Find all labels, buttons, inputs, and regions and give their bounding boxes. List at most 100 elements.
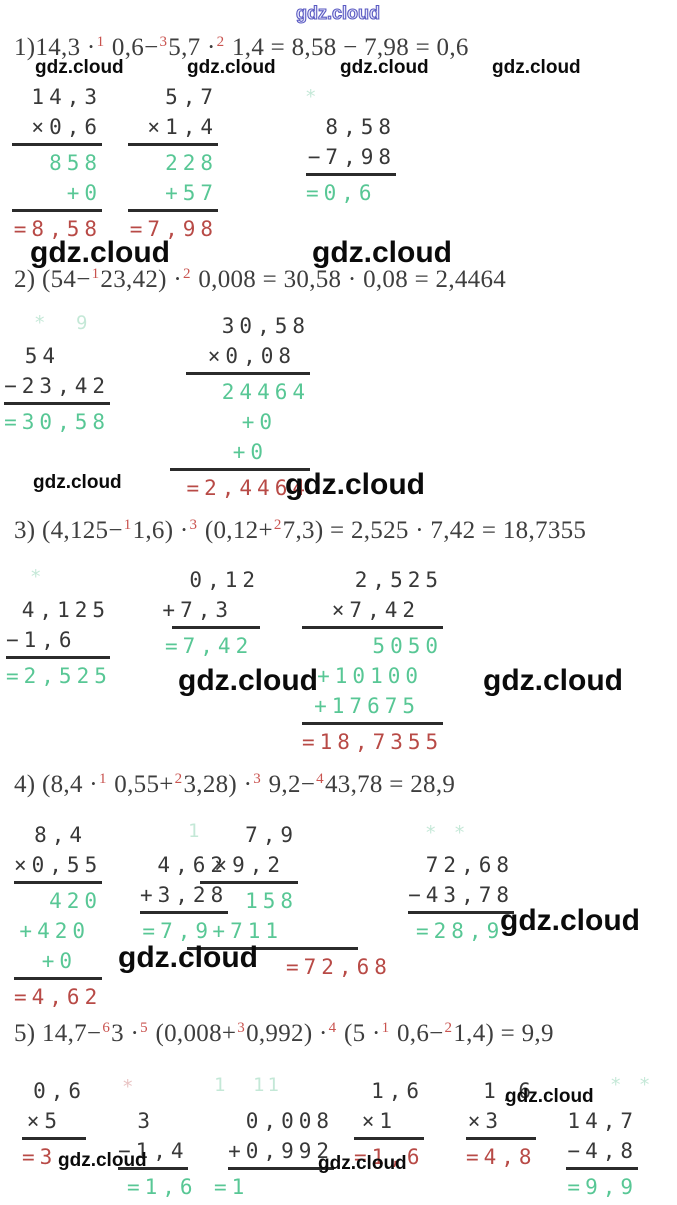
result-row: =28,9	[416, 919, 505, 943]
sum-line	[12, 143, 102, 146]
problem-2-work-column-2: 30,58 ×0,08 24464 +0 +0 =2,4464	[170, 311, 310, 503]
work-row: 14,3	[31, 85, 102, 109]
statement-text: 0,008 = 30,58 · 0,08 = 2,4464	[191, 266, 507, 293]
sum-line	[12, 209, 102, 212]
statement-text: 3) (4,125−	[14, 517, 123, 544]
watermark: gdz.cloud	[312, 236, 452, 269]
problem-1-work-column-1: 14,3 ×0,6 858 +0 =8,58	[12, 82, 102, 244]
problem-4-statement: 4) (8,4 ·1 0,55+23,28) ·3 9,2−443,78 = 2…	[14, 771, 455, 799]
statement-text: 0,6−	[390, 1020, 444, 1047]
work-row: 30,58	[221, 314, 310, 338]
problem-2-work-column-1: 54 −23,42 =30,58	[4, 341, 110, 437]
problem-1-work-column-3: 8,58 −7,98 =0,6	[306, 112, 396, 208]
work-row: ×0,55	[14, 853, 103, 877]
work-row: +0	[241, 410, 277, 434]
work-row: ×7,42	[331, 598, 420, 622]
work-row: 2,525	[354, 568, 443, 592]
problem-4-work-column-2: 4,62 +3,28 =7,9	[140, 850, 228, 946]
work-row: ×9,2	[214, 853, 285, 877]
work-row: 24464	[221, 380, 310, 404]
problem-5-statement: 5) 14,7−63 ·5 (0,008+30,992) ·4 (5 ·1 0,…	[14, 1020, 554, 1048]
work-row: 228	[165, 151, 218, 175]
work-row: +0,992	[228, 1139, 334, 1163]
operation-order-superscript: 2	[444, 1020, 453, 1036]
watermark: gdz.cloud	[118, 941, 258, 974]
operation-order-superscript: 3	[237, 1020, 246, 1036]
work-row: +57	[165, 181, 218, 205]
work-row: +7,3	[162, 598, 233, 622]
operation-order-superscript: 3	[253, 771, 262, 787]
work-row: +0	[41, 949, 77, 973]
result-row: =2,525	[6, 664, 112, 688]
operation-order-superscript: 2	[216, 34, 225, 50]
work-row: 3	[137, 1109, 155, 1133]
watermark: gdz.cloud	[187, 57, 276, 78]
sum-line	[228, 1167, 334, 1170]
operation-order-superscript: 1	[381, 1020, 390, 1036]
sum-line	[6, 656, 110, 659]
statement-text: 9,2−	[262, 771, 316, 798]
operation-order-superscript: 1	[96, 34, 105, 50]
problem-4-work-column-4: 72,68 −43,78 =28,9	[408, 850, 514, 946]
problem-3-work-column-3: 2,525 ×7,42 5050 +10100 +17675 =18,7355	[302, 565, 443, 757]
work-row: ×5	[26, 1109, 62, 1133]
result-row: =7,9	[142, 919, 213, 943]
operation-order-superscript: 4	[328, 1020, 337, 1036]
work-row: +10100	[317, 664, 423, 688]
work-row: +420	[19, 919, 90, 943]
work-row: −1,6	[6, 628, 77, 652]
work-row: −23,42	[4, 374, 110, 398]
sum-line	[408, 911, 514, 914]
statement-text: 0,992) ·	[246, 1020, 328, 1047]
work-row: −1,4	[118, 1139, 189, 1163]
operation-order-superscript: 2	[174, 771, 183, 787]
statement-text: 1,4 = 8,58 − 7,98 = 0,6	[225, 34, 469, 61]
carry-mark: * *	[425, 822, 469, 844]
watermark: gdz.cloud	[483, 664, 623, 697]
statement-text: 23,42) ·	[100, 266, 182, 293]
statement-text: 5,7 ·	[168, 34, 216, 61]
sum-line	[14, 977, 102, 980]
operation-order-superscript: 1	[123, 517, 132, 533]
sum-line	[200, 881, 298, 884]
result-row: =3	[22, 1145, 58, 1169]
statement-text: 4) (8,4 ·	[14, 771, 98, 798]
work-row: −43,78	[408, 883, 514, 907]
sum-line	[187, 947, 358, 950]
work-row: 5,7	[165, 85, 218, 109]
problem-5-work-column-2: 3 −1,4 =1,6	[118, 1106, 193, 1202]
problem-1-statement: 1)14,3 ·1 0,6−35,7 ·2 1,4 = 8,58 − 7,98 …	[14, 34, 469, 62]
sum-line	[172, 626, 260, 629]
sum-line	[170, 468, 310, 471]
work-row: 54	[24, 344, 60, 368]
statement-text: 43,78 = 28,9	[324, 771, 456, 798]
carry-mark: *	[305, 86, 320, 108]
result-row: =4,8	[466, 1145, 537, 1169]
work-row: 858	[49, 151, 102, 175]
result-row: =18,7355	[302, 730, 444, 754]
work-row: 8,58	[325, 115, 396, 139]
work-row: ×3	[467, 1109, 503, 1133]
problem-4-work-column-1: 8,4 ×0,55 420 +420 +0 =4,62	[14, 820, 102, 1012]
work-row: 0,6	[33, 1079, 86, 1103]
result-row: =1,6	[354, 1145, 425, 1169]
watermark: gdz.cloud	[295, 2, 380, 23]
statement-text: 1,4) = 9,9	[453, 1020, 554, 1047]
work-row: +0	[66, 181, 102, 205]
work-row: −7,98	[307, 145, 396, 169]
sum-line	[186, 372, 310, 375]
work-row: 4,125	[21, 598, 110, 622]
watermark: gdz.cloud	[35, 57, 124, 78]
watermark: gdz.cloud	[492, 57, 581, 78]
operation-order-superscript: 6	[102, 1020, 111, 1036]
watermark: gdz.cloud	[30, 236, 170, 269]
operation-order-superscript: 5	[140, 1020, 148, 1036]
carry-mark: * *	[610, 1074, 654, 1096]
statement-text: 1)14,3 ·	[14, 34, 96, 61]
sum-line	[118, 1167, 188, 1170]
watermark: gdz.cloud	[340, 57, 429, 78]
work-row: 4,62	[157, 853, 228, 877]
sum-line	[14, 881, 102, 884]
sum-line	[302, 626, 443, 629]
work-row: 5050	[372, 634, 443, 658]
